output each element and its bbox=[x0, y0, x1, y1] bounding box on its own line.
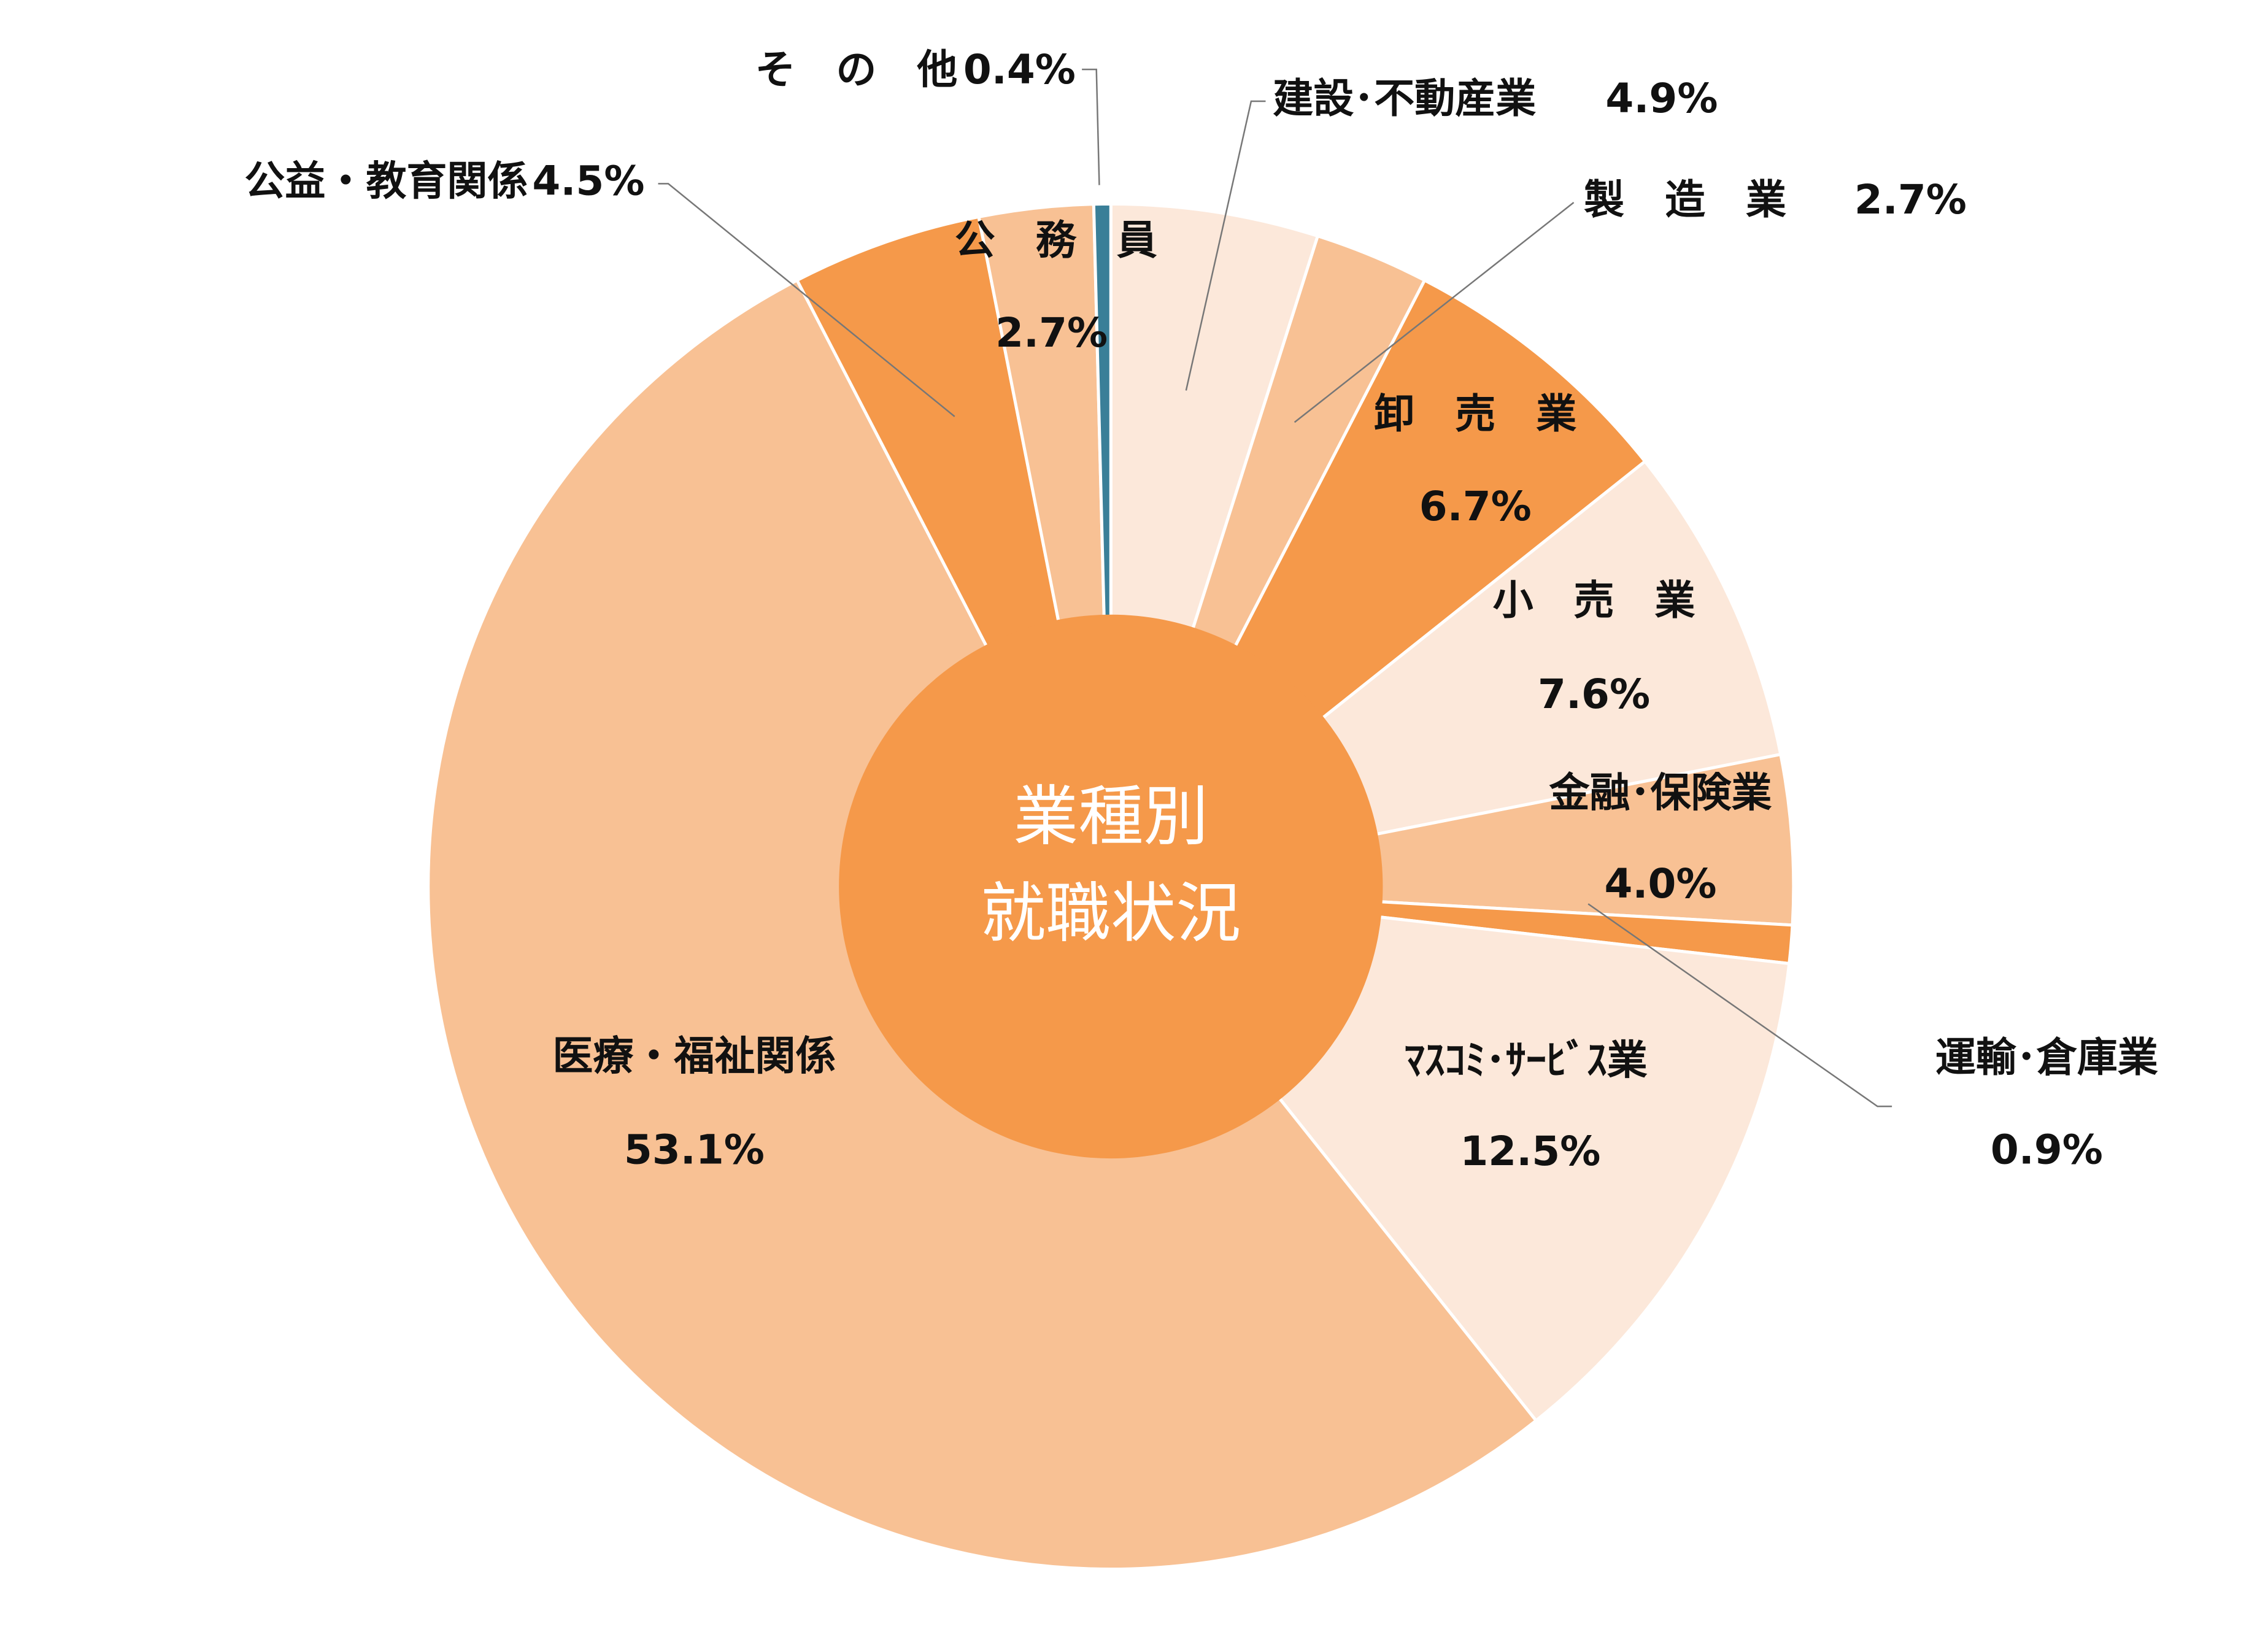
value-label: 0.4% bbox=[963, 46, 1076, 93]
leader-line bbox=[1082, 68, 1100, 185]
center-text: 就職状況 bbox=[981, 876, 1241, 952]
value-label: 4.0% bbox=[1604, 860, 1716, 907]
leader-line bbox=[658, 183, 955, 417]
slice-label: 卸 売 業 bbox=[1374, 390, 1576, 437]
center-circle bbox=[839, 614, 1383, 1159]
value-label: 2.7% bbox=[995, 309, 1108, 356]
leader-line bbox=[1294, 202, 1575, 423]
value-label: 7.6% bbox=[1538, 671, 1650, 718]
slice-label: 公益・教育関係 bbox=[244, 157, 528, 204]
slice-label: ﾏｽｺﾐ･ｻｰﾋﾞｽ業 bbox=[1405, 1037, 1648, 1084]
value-label: 6.7% bbox=[1419, 483, 1532, 530]
slice-label: 運輸･倉庫業 bbox=[1935, 1034, 2158, 1081]
slice-label: 製 造 業 bbox=[1584, 176, 1786, 223]
value-label: 53.1% bbox=[624, 1126, 765, 1174]
leader-line bbox=[1185, 100, 1266, 391]
slice-label: 医療・福祉関係 bbox=[552, 1032, 836, 1079]
slice-label: 公 務 員 bbox=[955, 217, 1157, 264]
slice-label: そ の 他 bbox=[755, 46, 957, 93]
value-label: 4.5% bbox=[532, 157, 644, 204]
value-label: 0.9% bbox=[1991, 1126, 2103, 1174]
slice-label: 金融･保険業 bbox=[1549, 769, 1772, 816]
value-label: 4.9% bbox=[1605, 75, 1718, 122]
value-label: 2.7% bbox=[1854, 176, 1967, 223]
value-label: 12.5% bbox=[1460, 1128, 1600, 1175]
slice-label: 小 売 業 bbox=[1493, 577, 1695, 624]
center-text: 業種別 bbox=[1013, 779, 1208, 855]
leader-line bbox=[1587, 903, 1892, 1107]
slice-label: 建設･不動産業 bbox=[1273, 75, 1536, 122]
